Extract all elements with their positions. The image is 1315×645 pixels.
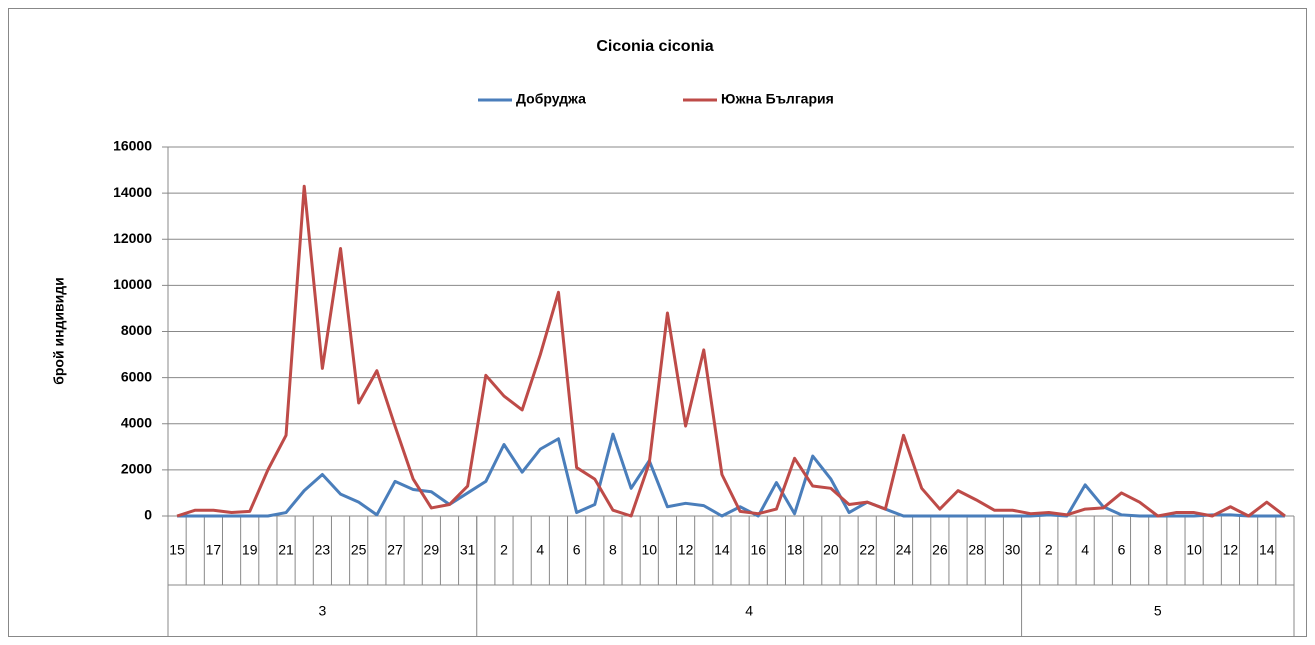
x-tick-label: 2 [500,542,508,558]
x-tick-label: 4 [1081,542,1089,558]
y-tick-label: 16000 [113,138,152,154]
x-tick-label: 21 [278,542,294,558]
x-tick-label: 23 [315,542,331,558]
x-tick-label: 27 [387,542,403,558]
x-tick-label: 19 [242,542,258,558]
y-tick-label: 6000 [121,368,152,384]
month-label: 5 [1154,603,1162,619]
x-tick-label: 8 [609,542,617,558]
x-tick-label: 22 [859,542,875,558]
y-axis-label: брой индивиди [51,277,67,385]
x-tick-label: 8 [1154,542,1162,558]
x-tick-label: 10 [1186,542,1202,558]
series-line [176,184,1286,518]
x-tick-label: 10 [641,542,657,558]
y-tick-label: 4000 [121,414,152,430]
series-line [177,432,1285,518]
x-tick-label: 6 [573,542,581,558]
x-tick-label: 25 [351,542,367,558]
y-tick-label: 0 [144,507,152,523]
x-tick-label: 30 [1005,542,1021,558]
x-tick-label: 18 [787,542,803,558]
x-tick-label: 15 [169,542,185,558]
x-tick-label: 24 [896,542,912,558]
month-label: 3 [318,603,326,619]
x-tick-label: 28 [968,542,984,558]
legend-label: Южна България [721,91,834,107]
legend-label: Добруджа [516,91,586,107]
x-tick-label: 29 [424,542,440,558]
x-tick-label: 4 [536,542,544,558]
x-tick-label: 26 [932,542,948,558]
x-tick-label: 12 [678,542,694,558]
x-tick-label: 31 [460,542,476,558]
chart-border [8,8,1307,637]
x-tick-label: 14 [1259,542,1275,558]
x-tick-label: 16 [750,542,766,558]
chart-title: Ciconia ciconia [596,38,713,55]
x-tick-label: 14 [714,542,730,558]
x-tick-label: 20 [823,542,839,558]
y-tick-label: 14000 [113,184,152,200]
y-tick-label: 12000 [113,230,152,246]
x-tick-label: 6 [1118,542,1126,558]
x-tick-label: 17 [206,542,222,558]
y-tick-label: 10000 [113,276,152,292]
y-tick-label: 8000 [121,322,152,338]
x-tick-label: 2 [1045,542,1053,558]
x-tick-label: 12 [1223,542,1239,558]
y-tick-label: 2000 [121,461,152,477]
month-label: 4 [745,603,753,619]
